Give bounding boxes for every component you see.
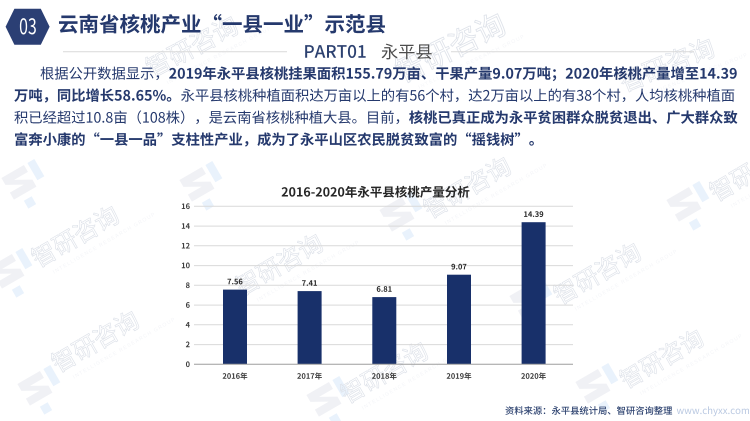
svg-text:INTELLIGENCE RESEARCH GROUP: INTELLIGENCE RESEARCH GROUP <box>574 248 679 312</box>
svg-text:INTELLIGENCE RESEARCH GROUP: INTELLIGENCE RESEARCH GROUP <box>72 316 177 380</box>
svg-text:INTELLIGENCE RESEARCH GROUP: INTELLIGENCE RESEARCH GROUP <box>52 211 157 275</box>
svg-text:INTELLIGENCE RESEARCH GROUP: INTELLIGENCE RESEARCH GROUP <box>638 52 750 102</box>
